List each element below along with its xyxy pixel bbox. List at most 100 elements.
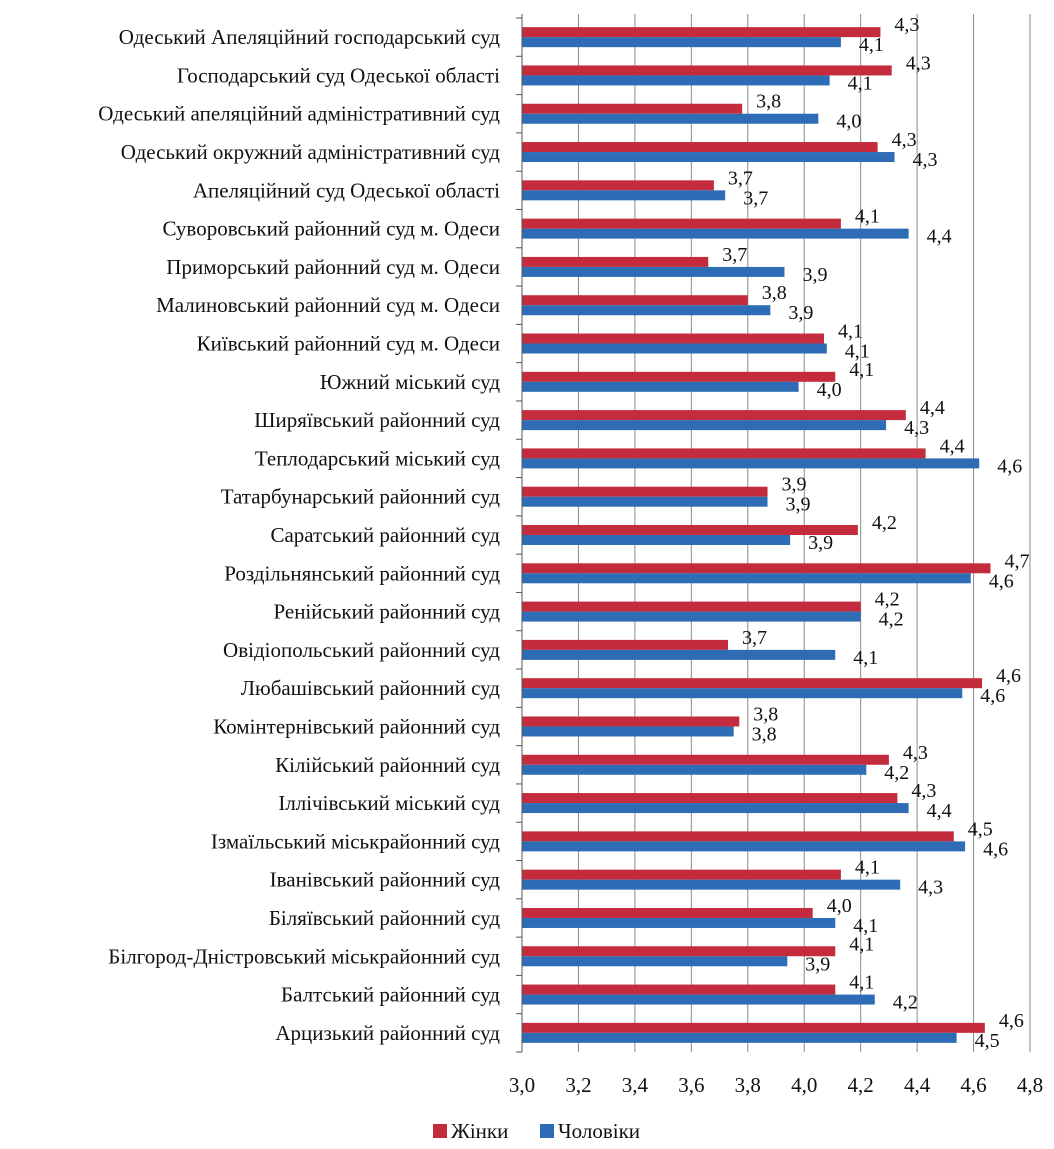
bar-cholovik xyxy=(522,458,980,469)
data-label-cholovik: 3,9 xyxy=(808,532,833,554)
bar-cholovik xyxy=(522,266,785,277)
x-tick-label: 3,4 xyxy=(622,1073,649,1097)
data-label-zhinky: 4,7 xyxy=(1004,550,1029,572)
bar-zhinky xyxy=(522,295,748,306)
data-label-zhinky: 4,2 xyxy=(872,512,897,534)
data-label-cholovik: 4,2 xyxy=(879,609,904,631)
data-label-cholovik: 4,2 xyxy=(884,762,909,784)
data-label-zhinky: 4,1 xyxy=(849,933,874,955)
x-tick-label: 3,8 xyxy=(735,1073,761,1097)
data-label-zhinky: 4,3 xyxy=(911,780,936,802)
data-label-zhinky: 3,8 xyxy=(762,282,787,304)
data-label-zhinky: 4,3 xyxy=(903,742,928,764)
data-label-cholovik: 3,9 xyxy=(786,494,811,516)
category-label: Саратський районний суд xyxy=(270,523,500,547)
category-label: Кілійський районний суд xyxy=(275,753,500,777)
category-label: Білгород-Дністровський міськрайонний суд xyxy=(108,944,500,968)
data-label-zhinky: 3,8 xyxy=(753,703,778,725)
bar-cholovik xyxy=(522,611,861,622)
data-label-cholovik: 4,4 xyxy=(927,226,952,248)
data-label-cholovik: 4,3 xyxy=(918,877,943,899)
bar-cholovik xyxy=(522,152,895,163)
data-label-cholovik: 4,0 xyxy=(817,379,842,401)
bar-cholovik xyxy=(522,803,909,814)
bar-cholovik xyxy=(522,535,791,545)
y-axis xyxy=(516,14,523,1053)
data-label-cholovik: 4,3 xyxy=(904,417,929,439)
x-tick-label: 4,6 xyxy=(960,1073,986,1097)
bar-cholovik xyxy=(522,688,963,699)
data-label-cholovik: 3,9 xyxy=(802,264,827,286)
legend-swatch-cholovik xyxy=(540,1124,554,1138)
legend: Жінки Чоловіки xyxy=(433,1119,640,1143)
bar-zhinky xyxy=(522,639,729,650)
x-tick-label: 3,6 xyxy=(678,1073,704,1097)
data-label-cholovik: 3,8 xyxy=(752,723,777,745)
legend-swatch-zhinky xyxy=(433,1124,447,1138)
bar-zhinky xyxy=(522,142,878,153)
data-label-zhinky: 4,4 xyxy=(940,435,965,457)
x-tick-label: 4,2 xyxy=(848,1073,874,1097)
bar-cholovik xyxy=(522,381,799,392)
category-label: Арцизький районний суд xyxy=(275,1021,500,1045)
data-label-zhinky: 4,4 xyxy=(920,397,945,419)
category-label: Любашівський районний суд xyxy=(241,676,501,700)
bar-zhinky xyxy=(522,103,743,114)
category-label: Ізмаїльський міськрайонний суд xyxy=(211,829,500,853)
data-label-cholovik: 4,5 xyxy=(975,1030,1000,1052)
x-tick-label: 4,0 xyxy=(791,1073,817,1097)
bar-zhinky xyxy=(522,601,861,612)
data-label-zhinky: 4,2 xyxy=(875,589,900,611)
bar-zhinky xyxy=(522,831,954,842)
bar-cholovik xyxy=(522,841,966,852)
data-label-zhinky: 4,1 xyxy=(855,206,880,228)
data-label-cholovik: 4,4 xyxy=(927,800,952,822)
data-label-zhinky: 4,3 xyxy=(892,129,917,151)
data-label-cholovik: 4,1 xyxy=(853,647,878,669)
data-label-zhinky: 4,1 xyxy=(838,321,863,343)
data-label-zhinky: 4,1 xyxy=(855,857,880,879)
data-label-cholovik: 3,9 xyxy=(788,302,813,324)
data-label-zhinky: 4,5 xyxy=(968,818,993,840)
category-label: Балтський районний суд xyxy=(281,983,500,1007)
bar-cholovik xyxy=(522,879,901,890)
bar-cholovik xyxy=(522,573,971,584)
bar-zhinky xyxy=(522,525,858,535)
data-label-zhinky: 3,9 xyxy=(782,474,807,496)
data-label-zhinky: 3,8 xyxy=(756,91,781,113)
data-label-zhinky: 4,3 xyxy=(906,52,931,74)
bar-zhinky xyxy=(522,946,836,957)
bar-cholovik xyxy=(522,343,827,354)
bar-zhinky xyxy=(522,371,836,382)
data-label-cholovik: 4,1 xyxy=(859,34,884,56)
category-label: Роздільнянський районний суд xyxy=(224,561,500,585)
category-label: Ренійський районний суд xyxy=(273,600,500,624)
data-labels: 4,34,14,34,13,84,04,34,33,73,74,14,43,73… xyxy=(722,14,1029,1052)
x-tick-label: 3,0 xyxy=(509,1073,535,1097)
bar-zhinky xyxy=(522,65,892,76)
data-label-zhinky: 4,6 xyxy=(999,1010,1024,1032)
category-label: Теплодарський міський суд xyxy=(255,446,500,470)
x-tick-label: 4,4 xyxy=(904,1073,931,1097)
data-label-zhinky: 4,0 xyxy=(827,895,852,917)
category-label: Іллічівський міський суд xyxy=(278,791,500,815)
data-label-cholovik: 4,6 xyxy=(980,685,1005,707)
category-label: Апеляційний суд Одеської області xyxy=(193,178,500,202)
bar-zhinky xyxy=(522,563,991,574)
bar-zhinky xyxy=(522,27,881,38)
bar-zhinky xyxy=(522,180,714,191)
category-label: Ширяївський районний суд xyxy=(254,408,500,432)
data-label-cholovik: 3,7 xyxy=(743,187,768,209)
bar-zhinky xyxy=(522,716,740,727)
legend-label-cholovik: Чоловіки xyxy=(558,1119,640,1143)
data-label-cholovik: 4,3 xyxy=(913,149,938,171)
bar-zhinky xyxy=(522,907,813,918)
data-label-zhinky: 4,1 xyxy=(849,359,874,381)
bar-cholovik xyxy=(522,228,909,239)
bar-cholovik xyxy=(522,190,726,201)
bar-cholovik xyxy=(522,75,830,86)
category-label: Господарський суд Одеської області xyxy=(177,63,500,87)
bar-cholovik xyxy=(522,1032,957,1043)
bar-zhinky xyxy=(522,256,709,267)
